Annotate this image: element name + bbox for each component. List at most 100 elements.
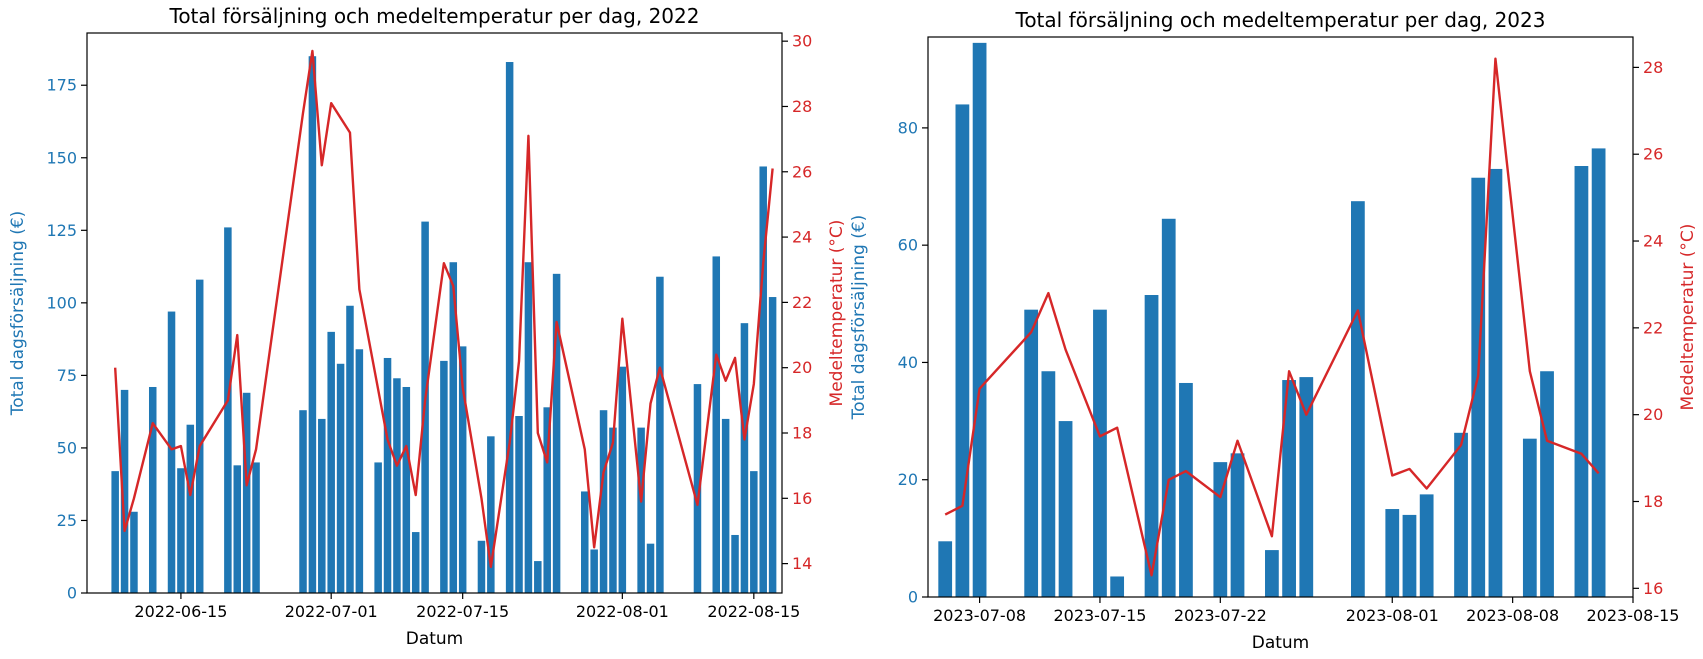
sales-bar — [336, 363, 345, 593]
sales-bar — [1110, 576, 1125, 597]
y-tick-label: 150 — [46, 148, 77, 167]
sales-bar — [224, 227, 232, 593]
sales-bar — [233, 465, 242, 593]
sales-bar — [712, 256, 721, 593]
x-axis-label: Datum — [1252, 633, 1310, 653]
sales-bar — [721, 418, 730, 593]
sales-bar — [972, 42, 987, 598]
y-tick-label: 25 — [57, 511, 77, 530]
y-tick-label: 125 — [46, 221, 77, 240]
y2-tick-label: 14 — [792, 554, 812, 573]
sales-bar — [515, 416, 523, 593]
sales-bar — [1093, 309, 1107, 597]
y2-tick-label: 18 — [792, 424, 812, 443]
sales-bar — [1454, 432, 1468, 597]
sales-bar — [308, 56, 317, 593]
x-tick-label: 2022-07-15 — [416, 602, 509, 621]
chart-title: Total försäljning och medeltemperatur pe… — [1015, 8, 1546, 32]
sales-bar — [618, 366, 627, 593]
sales-bar — [130, 511, 138, 593]
x-tick-label: 2023-07-08 — [933, 606, 1026, 625]
sales-bar — [938, 541, 953, 597]
y2-tick-label: 20 — [792, 358, 812, 377]
chart-1: 2023-07-08 2023-07-15 2023-07-22 2023-08-01… — [849, 8, 1698, 653]
chart-title: Total försäljning och medeltemperatur pe… — [169, 4, 700, 28]
plot-frame — [927, 36, 1634, 598]
x-tick-label: 2023-08-08 — [1466, 606, 1559, 625]
y2-tick-label: 28 — [792, 97, 812, 116]
sales-bar — [637, 427, 645, 593]
sales-bars — [111, 56, 777, 593]
sales-bar — [477, 540, 486, 593]
y-axis-label: Total dagsförsäljning (€) — [8, 211, 28, 417]
x-tick-label: 2022-07-01 — [285, 602, 378, 621]
sales-bar — [458, 346, 467, 593]
sales-bar — [505, 62, 514, 593]
sales-bar — [1351, 201, 1365, 597]
sales-bar — [590, 549, 598, 593]
y-tick-label: 0 — [908, 588, 918, 607]
y-tick-label: 40 — [898, 353, 918, 372]
temperature-line — [944, 57, 1600, 577]
y2-axis-label: Medeltemperatur (°C) — [1678, 224, 1698, 411]
sales-bar — [177, 468, 185, 593]
sales-bar — [1522, 438, 1537, 597]
y-tick-label: 80 — [898, 118, 918, 137]
y2-tick-label: 20 — [1643, 405, 1663, 424]
sales-bar — [552, 273, 561, 593]
y2-tick-label: 18 — [1643, 492, 1663, 511]
sales-bar — [1488, 168, 1503, 597]
sales-bar — [693, 384, 702, 593]
sales-bar — [599, 410, 608, 593]
sales-bar — [1230, 453, 1245, 597]
chart-0: 2022-06-15 2022-07-01 2022-07-15 2022-08-01… — [8, 4, 847, 649]
sales-bar — [167, 311, 176, 593]
sales-bar — [346, 305, 354, 593]
sales-bar — [955, 104, 970, 598]
plot-frame — [86, 32, 783, 594]
sales-bar — [1419, 494, 1434, 597]
y2-tick-label: 16 — [792, 489, 812, 508]
sales-bar — [1265, 550, 1279, 597]
y-tick-label: 20 — [898, 470, 918, 489]
sales-bar — [393, 378, 401, 593]
sales-bar — [1024, 309, 1039, 597]
y-tick-label: 75 — [57, 366, 77, 385]
x-tick-label: 2022-08-15 — [707, 602, 800, 621]
sales-bar — [1282, 380, 1296, 597]
x-tick-label: 2023-08-15 — [1587, 606, 1680, 625]
sales-bar — [1058, 421, 1073, 597]
y-tick-label: 60 — [898, 236, 918, 255]
y2-tick-label: 26 — [792, 162, 812, 181]
sales-bar — [524, 262, 533, 593]
x-tick-label: 2023-08-01 — [1346, 606, 1439, 625]
y2-tick-label: 24 — [792, 228, 812, 247]
sales-bar — [731, 534, 739, 593]
y2-tick-label: 22 — [1643, 318, 1663, 337]
sales-bar — [449, 262, 458, 593]
sales-bar — [1574, 166, 1589, 597]
temperature-line — [113, 49, 774, 569]
sales-bar — [111, 471, 119, 593]
y2-tick-label: 24 — [1643, 232, 1663, 251]
sales-bar — [120, 389, 129, 593]
sales-bar — [299, 410, 307, 593]
y2-axis-label: Medeltemperatur (°C) — [827, 220, 847, 407]
sales-bar — [242, 392, 251, 593]
y-tick-label: 50 — [57, 438, 77, 457]
sales-bar — [1161, 218, 1176, 597]
sales-bar — [411, 532, 420, 593]
sales-bar — [646, 543, 655, 593]
y-tick-label: 0 — [67, 584, 77, 603]
sales-bar — [440, 360, 448, 593]
sales-bar — [1402, 514, 1417, 597]
sales-bars — [938, 42, 1606, 598]
y-tick-label: 175 — [46, 76, 77, 95]
sales-bar — [318, 418, 326, 593]
sales-bar — [534, 561, 542, 593]
sales-bar — [543, 407, 551, 593]
sales-bar — [1179, 382, 1193, 597]
sales-bar — [1041, 371, 1056, 597]
